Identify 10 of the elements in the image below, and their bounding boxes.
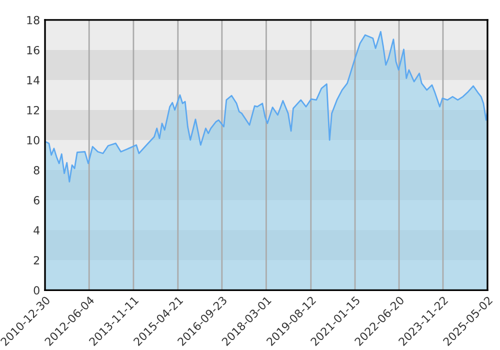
y-tick-label: 6 [34, 196, 40, 204]
y-tick-label: 16 [27, 46, 40, 54]
y-tick-label: 8 [34, 166, 40, 174]
y-tick-label: 4 [34, 226, 40, 234]
y-tick-label: 12 [27, 106, 40, 114]
y-tick-label: 14 [27, 76, 40, 84]
y-tick-label: 18 [27, 16, 40, 24]
y-tick-label: 2 [34, 256, 40, 264]
y-tick-label: 10 [27, 136, 40, 144]
y-tick-label: 0 [34, 286, 40, 295]
